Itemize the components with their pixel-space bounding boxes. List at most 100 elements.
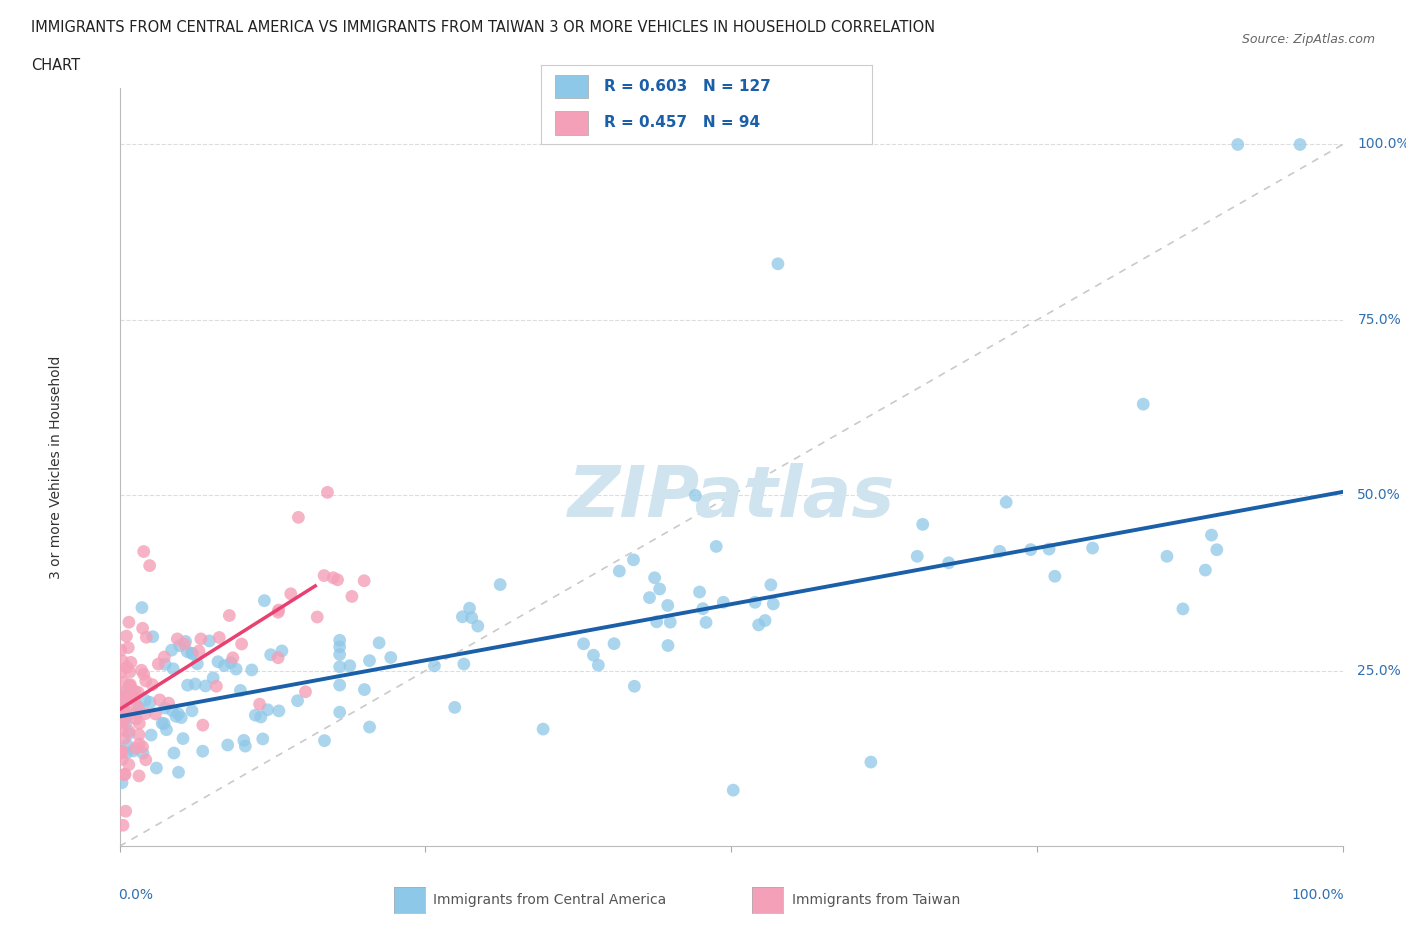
Point	[190, 631, 212, 646]
Point	[314, 568, 336, 583]
Point	[267, 650, 290, 665]
Point	[181, 646, 204, 661]
Point	[353, 682, 375, 697]
Point	[270, 644, 292, 658]
Text: CHART: CHART	[31, 58, 80, 73]
Point	[645, 615, 668, 630]
Point	[249, 697, 271, 711]
Text: 25.0%: 25.0%	[1357, 664, 1402, 678]
Point	[111, 751, 134, 766]
Point	[112, 708, 135, 723]
Point	[233, 738, 256, 753]
Point	[131, 739, 153, 754]
Point	[191, 718, 214, 733]
Point	[766, 257, 789, 272]
Point	[111, 654, 134, 669]
Point	[938, 555, 960, 570]
Point	[138, 558, 160, 573]
Point	[754, 613, 776, 628]
Point	[644, 570, 666, 585]
Point	[267, 603, 290, 618]
Point	[117, 737, 139, 752]
Point	[995, 495, 1018, 510]
Point	[115, 703, 138, 718]
Text: 50.0%: 50.0%	[1357, 488, 1402, 502]
Point	[111, 776, 134, 790]
Point	[170, 711, 193, 725]
Point	[112, 705, 135, 720]
Point	[155, 723, 177, 737]
Point	[184, 677, 207, 692]
Point	[231, 636, 253, 651]
Point	[124, 706, 146, 721]
Point	[112, 711, 135, 725]
Point	[245, 708, 267, 723]
Point	[153, 649, 176, 664]
Point	[166, 631, 188, 646]
Point	[118, 726, 141, 741]
Point	[1156, 549, 1178, 564]
Point	[110, 744, 132, 759]
Point	[118, 665, 141, 680]
Point	[322, 570, 344, 585]
Point	[1205, 542, 1227, 557]
Point	[329, 640, 352, 655]
Point	[128, 727, 150, 742]
Point	[118, 757, 141, 772]
Point	[120, 655, 142, 670]
Point	[657, 638, 679, 653]
Point	[181, 646, 204, 661]
Point	[1171, 602, 1194, 617]
Point	[588, 658, 610, 672]
Point	[112, 701, 135, 716]
Point	[1201, 527, 1223, 542]
Point	[160, 703, 183, 718]
Point	[128, 768, 150, 783]
Point	[145, 707, 167, 722]
Point	[1019, 542, 1042, 557]
Point	[124, 690, 146, 705]
Point	[359, 720, 381, 735]
Point	[172, 731, 194, 746]
Point	[759, 578, 782, 592]
Point	[609, 564, 631, 578]
Text: 100.0%: 100.0%	[1291, 888, 1344, 902]
Point	[905, 549, 928, 564]
Text: 0.0%: 0.0%	[118, 888, 153, 902]
Point	[148, 657, 170, 671]
Text: R = 0.603   N = 127: R = 0.603 N = 127	[605, 79, 770, 94]
Point	[110, 687, 132, 702]
Point	[150, 716, 173, 731]
Point	[711, 595, 734, 610]
Point	[194, 679, 217, 694]
Point	[205, 679, 228, 694]
Point	[1194, 563, 1216, 578]
Point	[112, 675, 135, 690]
Point	[225, 661, 247, 676]
Point	[165, 709, 187, 724]
Point	[128, 716, 150, 731]
Point	[623, 679, 645, 694]
Text: IMMIGRANTS FROM CENTRAL AMERICA VS IMMIGRANTS FROM TAIWAN 3 OR MORE VEHICLES IN : IMMIGRANTS FROM CENTRAL AMERICA VS IMMIG…	[31, 20, 935, 35]
Point	[111, 690, 134, 705]
Point	[141, 677, 163, 692]
Point	[176, 644, 198, 659]
Point	[744, 595, 766, 610]
Point	[704, 539, 727, 554]
Point	[260, 647, 283, 662]
Point	[111, 723, 134, 737]
Point	[110, 702, 132, 717]
Point	[250, 710, 273, 724]
Point	[208, 630, 231, 644]
Point	[173, 637, 195, 652]
Point	[124, 740, 146, 755]
Point	[118, 678, 141, 693]
Point	[112, 767, 135, 782]
Point	[122, 743, 145, 758]
Point	[110, 685, 132, 700]
Point	[582, 648, 605, 663]
Point	[1226, 137, 1249, 152]
Point	[118, 692, 141, 707]
Text: R = 0.457   N = 94: R = 0.457 N = 94	[605, 115, 761, 130]
Point	[252, 732, 274, 747]
